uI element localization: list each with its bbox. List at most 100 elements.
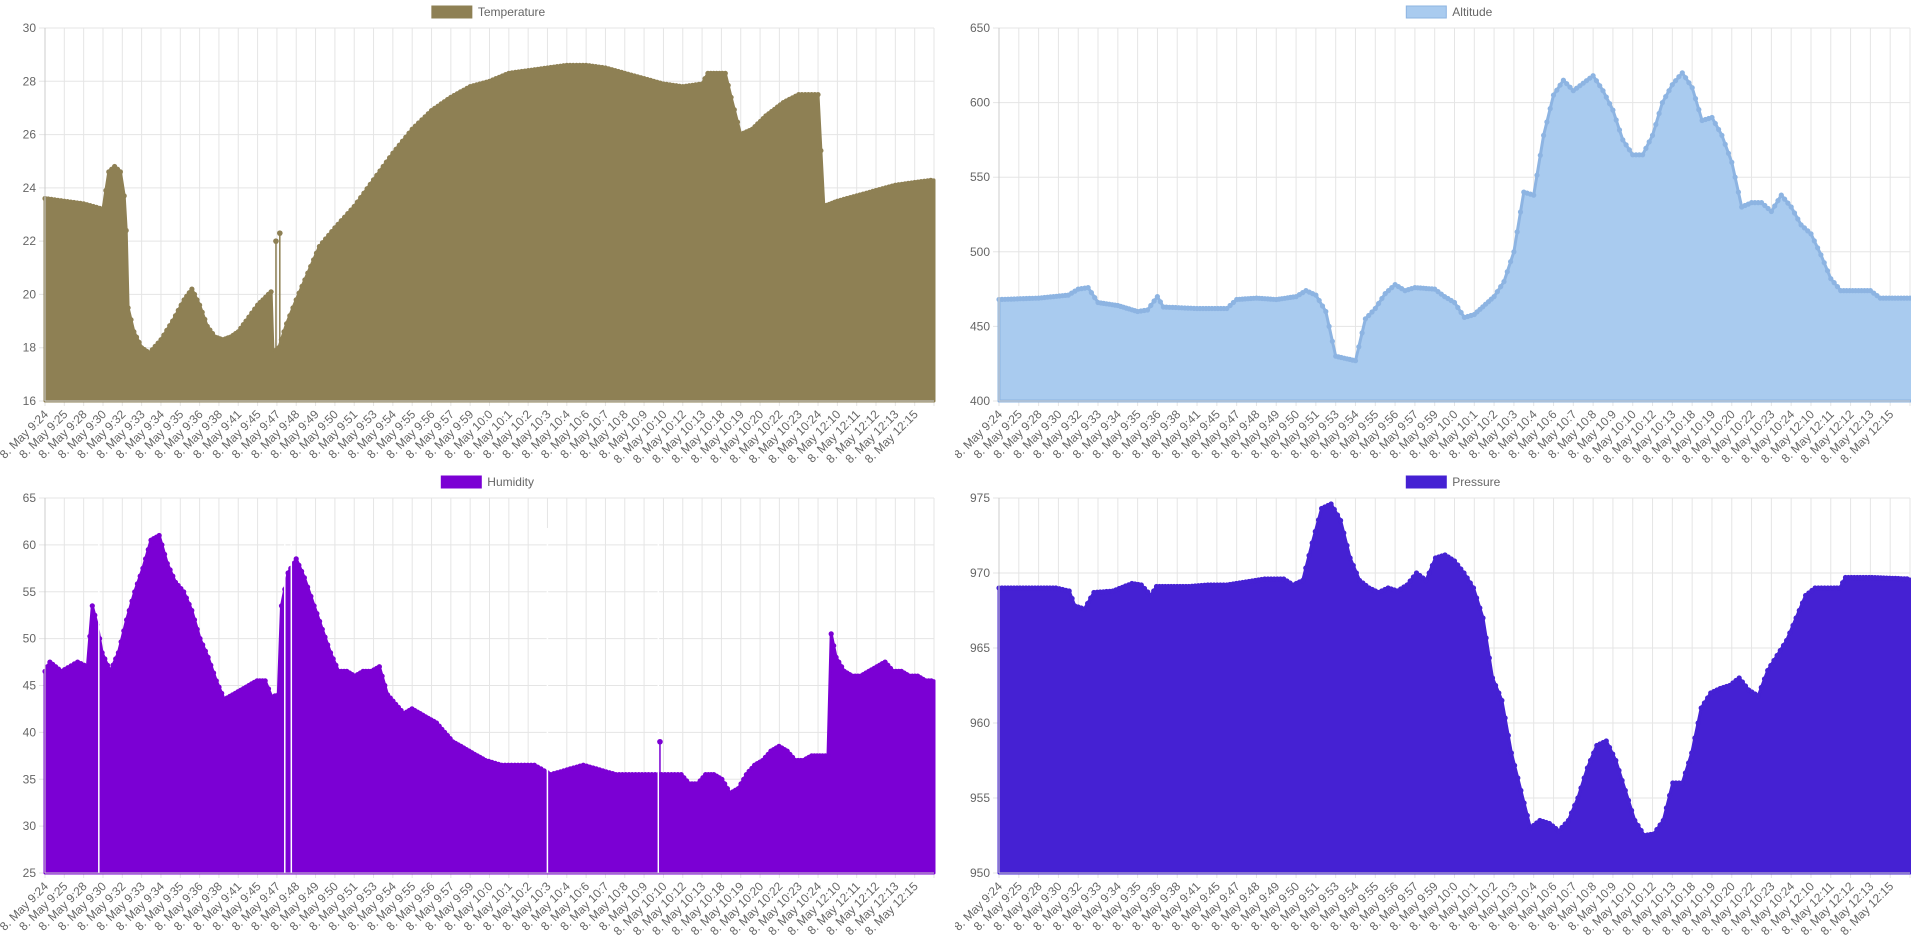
data-point bbox=[124, 617, 129, 622]
data-point bbox=[197, 636, 202, 641]
data-point bbox=[1313, 293, 1318, 298]
data-point bbox=[269, 289, 274, 294]
data-point bbox=[1676, 74, 1681, 79]
data-point bbox=[1768, 663, 1773, 668]
data-point bbox=[168, 567, 173, 572]
data-point bbox=[138, 574, 143, 579]
data-point bbox=[1379, 296, 1384, 301]
data-point bbox=[1511, 249, 1516, 254]
data-point bbox=[308, 594, 313, 599]
data-point bbox=[1487, 655, 1492, 660]
data-point bbox=[1554, 88, 1559, 93]
data-point bbox=[815, 92, 820, 97]
data-point bbox=[121, 628, 126, 633]
data-point bbox=[1716, 127, 1721, 132]
data-point bbox=[162, 552, 167, 557]
data-point bbox=[195, 627, 200, 632]
data-point bbox=[1471, 585, 1476, 590]
data-point bbox=[294, 556, 299, 561]
temperature-legend-swatch bbox=[432, 6, 472, 18]
data-point bbox=[1474, 595, 1479, 600]
data-point bbox=[1653, 122, 1658, 127]
data-point bbox=[382, 683, 387, 688]
data-point bbox=[723, 71, 728, 76]
data-point bbox=[1330, 339, 1335, 344]
data-point bbox=[1660, 100, 1665, 105]
data-point bbox=[1327, 324, 1332, 329]
data-point bbox=[1651, 831, 1656, 836]
humidity-chart-svg: 2530354045505560658. May 9:248. May 9:25… bbox=[0, 470, 955, 941]
data-point bbox=[1594, 78, 1599, 83]
data-point bbox=[374, 173, 379, 178]
data-point bbox=[1736, 190, 1741, 195]
data-point bbox=[1317, 298, 1322, 303]
altitude-legend-label: Altitude bbox=[1452, 5, 1492, 19]
data-point bbox=[1538, 153, 1543, 158]
data-point bbox=[1683, 770, 1688, 775]
data-point bbox=[170, 574, 175, 579]
data-point bbox=[1348, 555, 1353, 560]
data-point bbox=[1771, 658, 1776, 663]
data-point bbox=[127, 608, 132, 613]
data-point bbox=[100, 650, 105, 655]
data-point bbox=[1597, 83, 1602, 88]
data-point bbox=[1085, 601, 1090, 606]
data-point bbox=[1657, 111, 1662, 116]
y-tick-label: 960 bbox=[970, 716, 990, 730]
data-point bbox=[1787, 630, 1792, 635]
data-point bbox=[97, 636, 102, 641]
data-point bbox=[1765, 668, 1770, 673]
y-tick-label: 500 bbox=[970, 245, 990, 259]
data-point bbox=[1683, 75, 1688, 80]
data-point bbox=[1759, 685, 1764, 690]
data-point bbox=[1626, 798, 1631, 803]
data-point bbox=[308, 264, 313, 269]
data-point bbox=[325, 642, 330, 647]
data-point bbox=[1092, 295, 1097, 300]
data-point bbox=[1531, 193, 1536, 198]
data-point bbox=[1789, 204, 1794, 209]
y-tick-label: 60 bbox=[23, 538, 37, 552]
data-point bbox=[331, 656, 336, 661]
data-point bbox=[1779, 193, 1784, 198]
data-point bbox=[1320, 303, 1325, 308]
data-point bbox=[1300, 578, 1305, 583]
data-point bbox=[1423, 578, 1428, 583]
data-point bbox=[1690, 85, 1695, 90]
y-tick-label: 55 bbox=[23, 585, 37, 599]
data-point bbox=[1607, 101, 1612, 106]
data-point bbox=[1699, 705, 1704, 710]
data-point bbox=[92, 613, 97, 618]
y-tick-label: 65 bbox=[23, 491, 37, 505]
data-point bbox=[1575, 795, 1580, 800]
data-point bbox=[328, 650, 333, 655]
data-point bbox=[1726, 151, 1731, 156]
data-point bbox=[108, 669, 113, 674]
data-point bbox=[1548, 106, 1553, 111]
data-point bbox=[1515, 775, 1520, 780]
data-point bbox=[137, 340, 142, 345]
data-point bbox=[1613, 758, 1618, 763]
data-point bbox=[157, 533, 162, 538]
data-point bbox=[285, 570, 290, 575]
data-point bbox=[1616, 768, 1621, 773]
data-point bbox=[1503, 715, 1508, 720]
data-point bbox=[657, 739, 663, 745]
data-point bbox=[829, 631, 834, 636]
data-point bbox=[1341, 530, 1346, 535]
data-point bbox=[192, 292, 197, 297]
data-point bbox=[368, 182, 373, 187]
data-point bbox=[1522, 800, 1527, 805]
y-tick-label: 550 bbox=[970, 170, 990, 184]
data-point bbox=[1837, 585, 1842, 590]
data-point bbox=[377, 664, 382, 669]
data-point bbox=[167, 323, 172, 328]
data-point bbox=[287, 313, 292, 318]
altitude-legend-swatch bbox=[1406, 6, 1446, 18]
data-point bbox=[371, 177, 376, 182]
data-point bbox=[103, 188, 108, 193]
y-tick-label: 400 bbox=[970, 394, 990, 408]
data-point bbox=[1635, 823, 1640, 828]
data-point bbox=[1070, 596, 1075, 601]
data-point bbox=[1729, 160, 1734, 165]
